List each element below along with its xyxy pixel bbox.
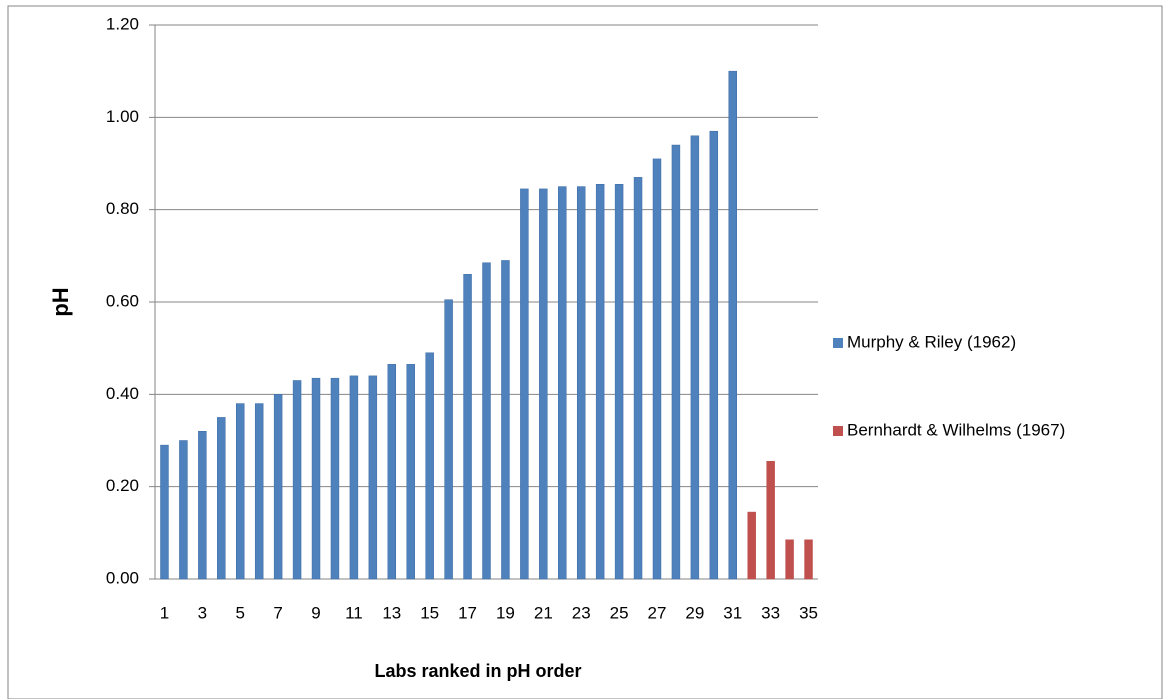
x-tick-label: 23 — [572, 603, 591, 622]
x-tick-label: 3 — [198, 603, 207, 622]
x-tick-label: 17 — [458, 603, 477, 622]
bar — [217, 417, 226, 580]
x-tick-label: 7 — [273, 603, 282, 622]
bar — [311, 377, 321, 580]
y-tick-label: 1.20 — [106, 14, 139, 33]
bar — [709, 130, 719, 580]
bar — [368, 375, 378, 580]
bar — [539, 188, 548, 580]
x-tick-label: 25 — [610, 603, 629, 622]
bar — [292, 380, 302, 580]
y-axis-title: pH — [48, 287, 73, 316]
bar — [766, 461, 775, 580]
y-tick-label: 0.00 — [106, 568, 139, 587]
bar — [160, 444, 169, 580]
bar — [198, 431, 207, 580]
y-tick-label: 0.20 — [106, 476, 139, 495]
bar — [254, 403, 264, 580]
x-tick-label: 11 — [345, 603, 363, 622]
x-tick-label: 9 — [311, 603, 320, 622]
bar — [785, 539, 794, 580]
bar — [728, 70, 737, 580]
y-tick-label: 0.40 — [106, 384, 139, 403]
bar — [520, 188, 529, 580]
x-tick-label: 13 — [382, 603, 401, 622]
x-tick-label: 31 — [723, 603, 742, 622]
bar — [330, 377, 340, 580]
bar — [482, 262, 491, 580]
bar — [501, 260, 510, 580]
x-tick-label: 33 — [761, 603, 780, 622]
bar — [463, 274, 472, 580]
bar — [387, 364, 397, 580]
bar — [273, 394, 283, 580]
bar — [576, 186, 586, 580]
bar — [690, 135, 700, 580]
bar — [558, 186, 567, 580]
x-tick-label: 27 — [648, 603, 667, 622]
bar — [179, 440, 188, 580]
bar — [671, 144, 681, 580]
x-tick-label: 29 — [685, 603, 704, 622]
bar — [595, 184, 605, 580]
legend-label: Murphy & Riley (1962) — [847, 332, 1016, 351]
legend-swatch — [833, 426, 843, 436]
bar — [804, 539, 813, 580]
bar — [652, 158, 662, 580]
y-tick-label: 1.00 — [106, 107, 139, 126]
bar — [236, 403, 245, 580]
x-tick-label: 5 — [236, 603, 245, 622]
x-axis-title: Labs ranked in pH order — [374, 661, 581, 681]
bar — [444, 299, 453, 580]
x-tick-label: 1 — [160, 603, 169, 622]
bar — [406, 364, 415, 580]
y-tick-label: 0.80 — [106, 199, 139, 218]
x-tick-label: 21 — [534, 603, 553, 622]
bar — [349, 375, 359, 580]
y-tick-label: 0.60 — [106, 291, 139, 310]
x-tick-label: 15 — [420, 603, 439, 622]
x-tick-label: 35 — [799, 603, 818, 622]
legend-label: Bernhardt & Wilhelms (1967) — [847, 420, 1065, 439]
bar — [747, 511, 756, 580]
bar — [614, 184, 624, 580]
legend-swatch — [833, 338, 843, 348]
bar — [425, 352, 434, 580]
bar — [633, 177, 643, 580]
x-tick-label: 19 — [496, 603, 515, 622]
